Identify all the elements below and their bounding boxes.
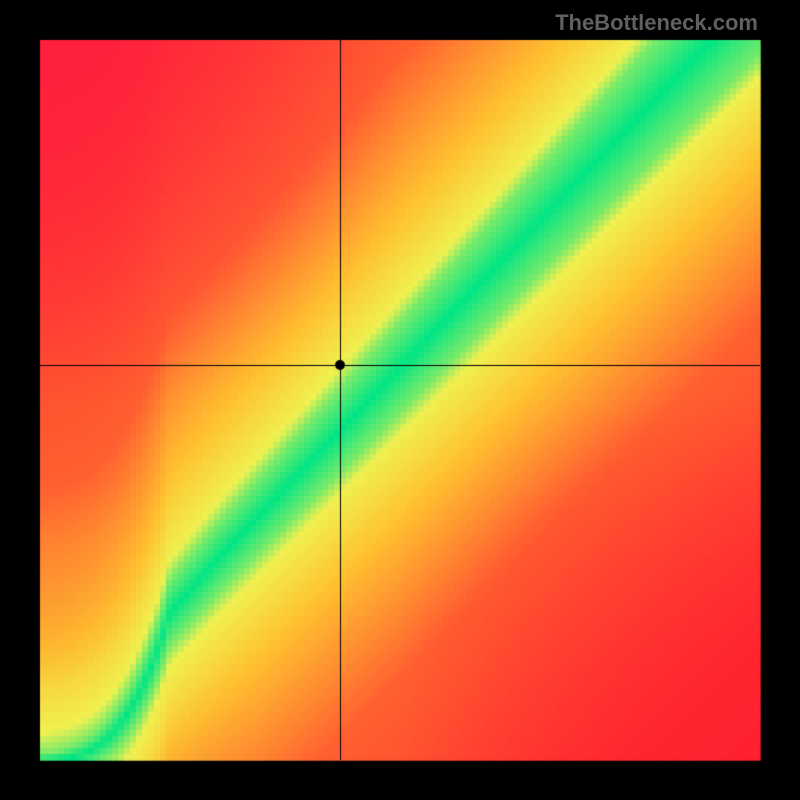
chart-container: TheBottleneck.com: [0, 0, 800, 800]
watermark-text: TheBottleneck.com: [555, 10, 758, 36]
bottleneck-heatmap: [0, 0, 800, 800]
